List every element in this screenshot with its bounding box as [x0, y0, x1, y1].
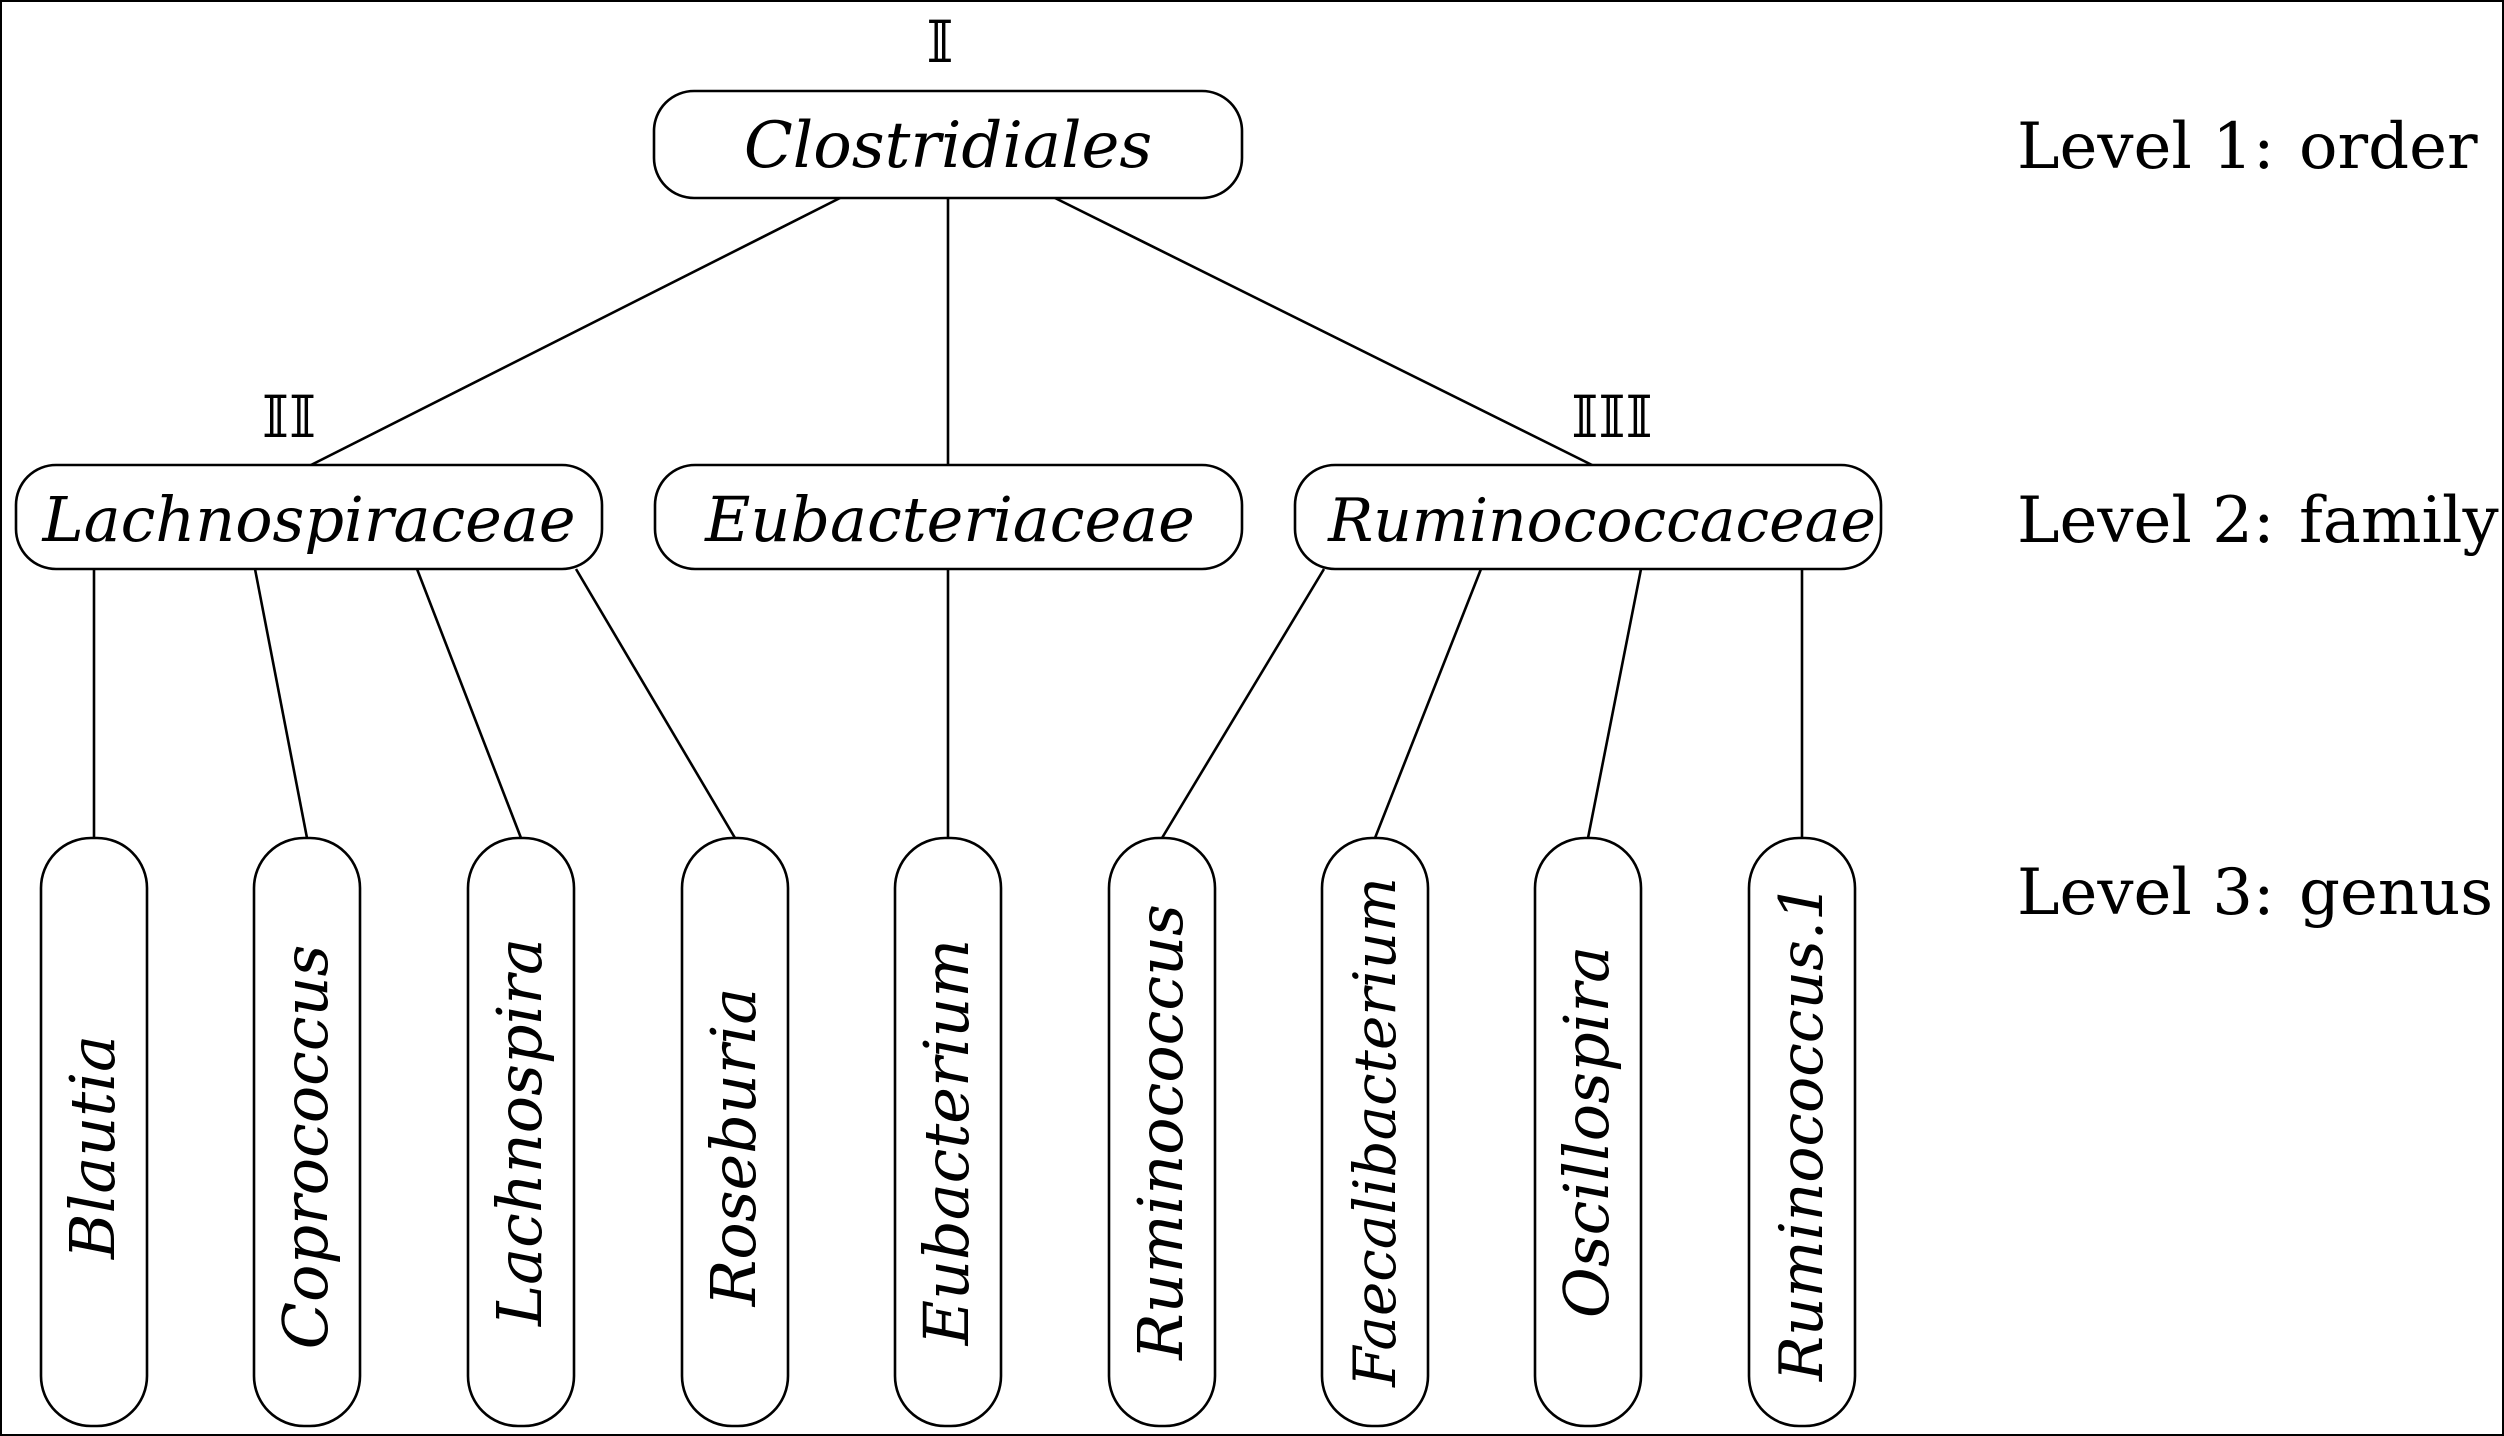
level-label-1: Level 1: order [2017, 110, 2478, 184]
edge-ruminococcus [1160, 568, 1326, 839]
node-genus-faecalibacterium: Faecalibacterium [1320, 836, 1430, 1428]
edges-order [310, 196, 1593, 467]
edge-faecalibacterium [1373, 568, 1483, 839]
edge-lachnospira [415, 568, 523, 839]
genus-label: Oscillospira [1550, 946, 1623, 1318]
node-order: Clostridiales 𝕀 [652, 8, 1244, 200]
family-box [14, 463, 604, 571]
genus-box [893, 836, 1003, 1428]
genus-label: Eubacterium [910, 939, 983, 1346]
edge-oscillospira [1586, 568, 1643, 839]
family-box [653, 463, 1244, 571]
node-family-eubacteriaceae: Eubacteriaceae [653, 463, 1244, 571]
node-genus-ruminococcus-1: Ruminococcus.1 [1747, 836, 1857, 1428]
level-label: Level 1: [2017, 110, 2275, 184]
genus-label: Lachnospira [483, 938, 556, 1327]
node-family-lachnospiraceae: Lachnospiraceae 𝕀𝕀 [14, 383, 604, 571]
genus-box [1320, 836, 1430, 1428]
order-box [652, 89, 1244, 200]
family-label: Lachnospiraceae [41, 483, 575, 556]
node-genus-coprococcus: Coprococcus [252, 836, 362, 1428]
genus-label: Roseburia [697, 988, 770, 1308]
family-mark: 𝕀𝕀𝕀 [1571, 383, 1652, 451]
family-label: Eubacteriaceae [704, 483, 1195, 556]
genus-box [252, 836, 362, 1428]
node-genus-roseburia: Roseburia [680, 836, 790, 1428]
edge-coprococcus [253, 568, 309, 839]
genus-label: Blautia [56, 1035, 129, 1260]
genus-box [680, 836, 790, 1428]
family-label: Ruminococcaceae [1327, 486, 1876, 556]
level-label-2: Level 2: family [2017, 484, 2499, 558]
genus-label: Ruminococcus.1 [1767, 883, 1837, 1382]
level-label: Level 3: [2017, 856, 2275, 930]
family-box [1293, 463, 1883, 571]
level-label: Level 2: [2017, 484, 2275, 558]
edges-family [92, 568, 1804, 839]
node-genus-eubacterium: Eubacterium [893, 836, 1003, 1428]
node-family-ruminococcaceae: Ruminococcaceae 𝕀𝕀𝕀 [1293, 383, 1883, 571]
node-genus-blautia: Blautia [39, 836, 149, 1428]
genus-label: Ruminococcus [1124, 904, 1197, 1361]
genus-box [39, 836, 149, 1428]
genus-label: Coprococcus [269, 945, 342, 1350]
family-mark: 𝕀𝕀 [262, 383, 316, 451]
genus-box [1533, 836, 1643, 1428]
order-mark: 𝕀 [926, 8, 953, 76]
genus-label: Faecalibacterium [1341, 877, 1409, 1388]
genus-box [466, 836, 576, 1428]
node-genus-oscillospira: Oscillospira [1533, 836, 1643, 1428]
node-genus-ruminococcus: Ruminococcus [1107, 836, 1217, 1428]
edge-order-lachnospiraceae [310, 196, 841, 467]
edge-roseburia [574, 568, 737, 839]
genus-box [1107, 836, 1217, 1428]
genus-box [1747, 836, 1857, 1428]
edge-order-ruminococcaceae [1054, 196, 1593, 467]
order-label: Clostridiales [744, 109, 1152, 183]
level-rank: family [2299, 484, 2499, 558]
level-rank: genus [2299, 856, 2493, 930]
level-label-3: Level 3: genus [2017, 856, 2493, 930]
node-genus-lachnospira: Lachnospira [466, 836, 576, 1428]
level-rank: order [2299, 110, 2478, 184]
